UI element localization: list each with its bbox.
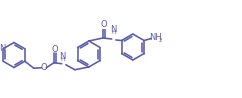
Text: H: H: [60, 57, 65, 62]
Text: N: N: [110, 24, 116, 34]
Text: O: O: [40, 63, 47, 72]
Text: N: N: [59, 52, 65, 61]
Text: O: O: [100, 20, 107, 29]
Text: O: O: [100, 20, 107, 29]
Text: N: N: [0, 44, 6, 53]
Text: H: H: [112, 29, 116, 34]
Text: 2: 2: [159, 38, 162, 43]
Text: NH: NH: [149, 33, 161, 42]
Text: O: O: [52, 45, 58, 54]
